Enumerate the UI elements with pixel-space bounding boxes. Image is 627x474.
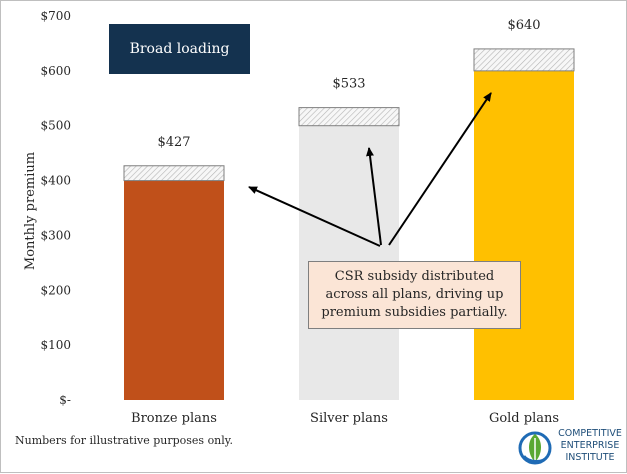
bar-base-premium <box>124 180 224 400</box>
bar-total-label: $640 <box>507 18 540 33</box>
cei-logo: COMPETITIVE ENTERPRISE INSTITUTE <box>518 426 626 470</box>
logo-line-2: ENTERPRISE <box>560 440 620 451</box>
arrow-to-gold <box>388 92 492 246</box>
arrow-to-bronze <box>248 186 381 247</box>
y-axis: $- $100 $200 $300 $400 $500 $600 $700 <box>40 9 71 407</box>
y-tick-label: $200 <box>40 283 71 297</box>
y-tick-label: $- <box>59 393 71 407</box>
bar-loading-segment <box>123 165 225 182</box>
x-category-label: Gold plans <box>489 411 559 426</box>
y-tick-label: $600 <box>40 64 71 78</box>
y-tick-label: $500 <box>40 119 71 133</box>
bar-total-label: $427 <box>157 135 190 150</box>
y-tick-label: $400 <box>40 174 71 188</box>
x-category-label: Bronze plans <box>131 411 217 426</box>
cei-leaf-globe-icon <box>518 431 552 465</box>
y-tick-label: $700 <box>40 9 71 23</box>
arrow-to-silver <box>366 147 382 246</box>
csr-subsidy-note: CSR subsidy distributed across all plans… <box>308 261 521 329</box>
logo-line-1: COMPETITIVE <box>558 428 622 439</box>
bar-base-premium <box>474 70 574 400</box>
logo-line-3: INSTITUTE <box>565 452 615 463</box>
arrows-group <box>248 92 492 247</box>
x-category-label: Silver plans <box>310 411 388 426</box>
bar-total-label: $533 <box>332 77 365 92</box>
y-axis-title: Monthly premium <box>23 152 38 270</box>
y-tick-label: $300 <box>40 228 71 242</box>
bar-loading-segment <box>473 48 575 72</box>
bars-group: $427 Bronze plans $533 Silver plans $640 Gold… <box>123 18 575 426</box>
y-tick-label: $100 <box>40 338 71 352</box>
footnote: Numbers for illustrative purposes only. <box>15 434 234 447</box>
bar-loading-segment <box>298 107 400 127</box>
broad-loading-label: Broad loading <box>109 24 250 74</box>
cei-logo-text: COMPETITIVE ENTERPRISE INSTITUTE <box>554 428 626 464</box>
